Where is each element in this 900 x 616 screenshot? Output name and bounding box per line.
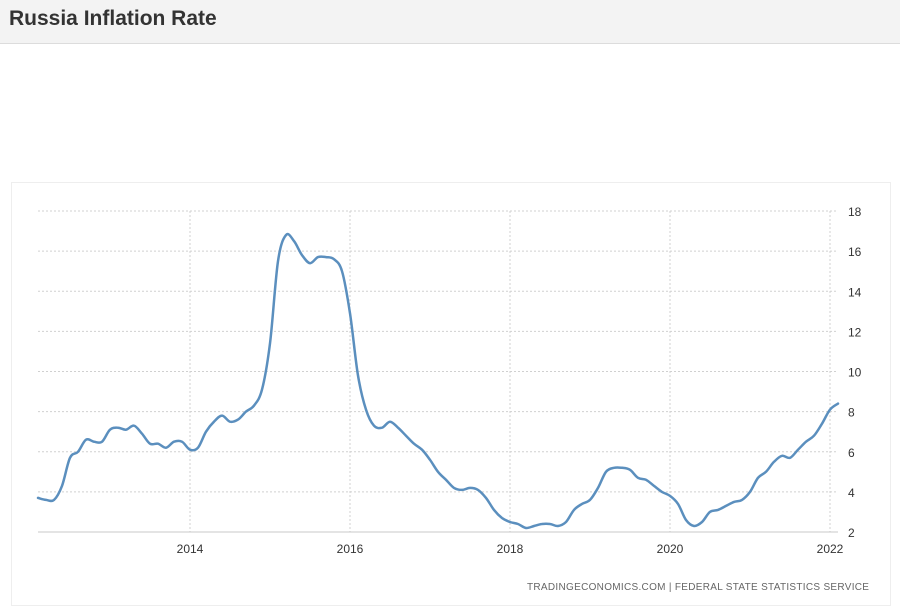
y-tick-label: 18 [848, 205, 862, 219]
y-tick-label: 4 [848, 486, 855, 500]
y-tick-label: 10 [848, 366, 862, 380]
page-title: Russia Inflation Rate [9, 7, 217, 30]
x-tick-label: 2014 [177, 542, 204, 556]
y-tick-label: 16 [848, 245, 862, 259]
y-tick-label: 14 [848, 285, 862, 299]
chart-frame [11, 182, 891, 606]
x-axis: 2014 2016 2018 2020 2022 [177, 542, 844, 556]
x-tick-label: 2016 [337, 542, 364, 556]
x-tick-label: 2018 [497, 542, 524, 556]
x-tick-label: 2022 [817, 542, 844, 556]
y-tick-label: 12 [848, 325, 862, 339]
x-tick-label: 2020 [657, 542, 684, 556]
y-axis: 2 4 6 8 10 12 14 16 18 [848, 205, 862, 540]
chart-grid [38, 210, 838, 533]
source-label: TRADINGECONOMICS.COM | FEDERAL STATE STA… [527, 582, 869, 593]
y-tick-label: 8 [848, 406, 855, 420]
inflation-line [36, 232, 840, 530]
y-tick-label: 2 [848, 526, 855, 540]
page-header: Russia Inflation Rate [0, 0, 900, 44]
y-tick-label: 6 [848, 446, 855, 460]
